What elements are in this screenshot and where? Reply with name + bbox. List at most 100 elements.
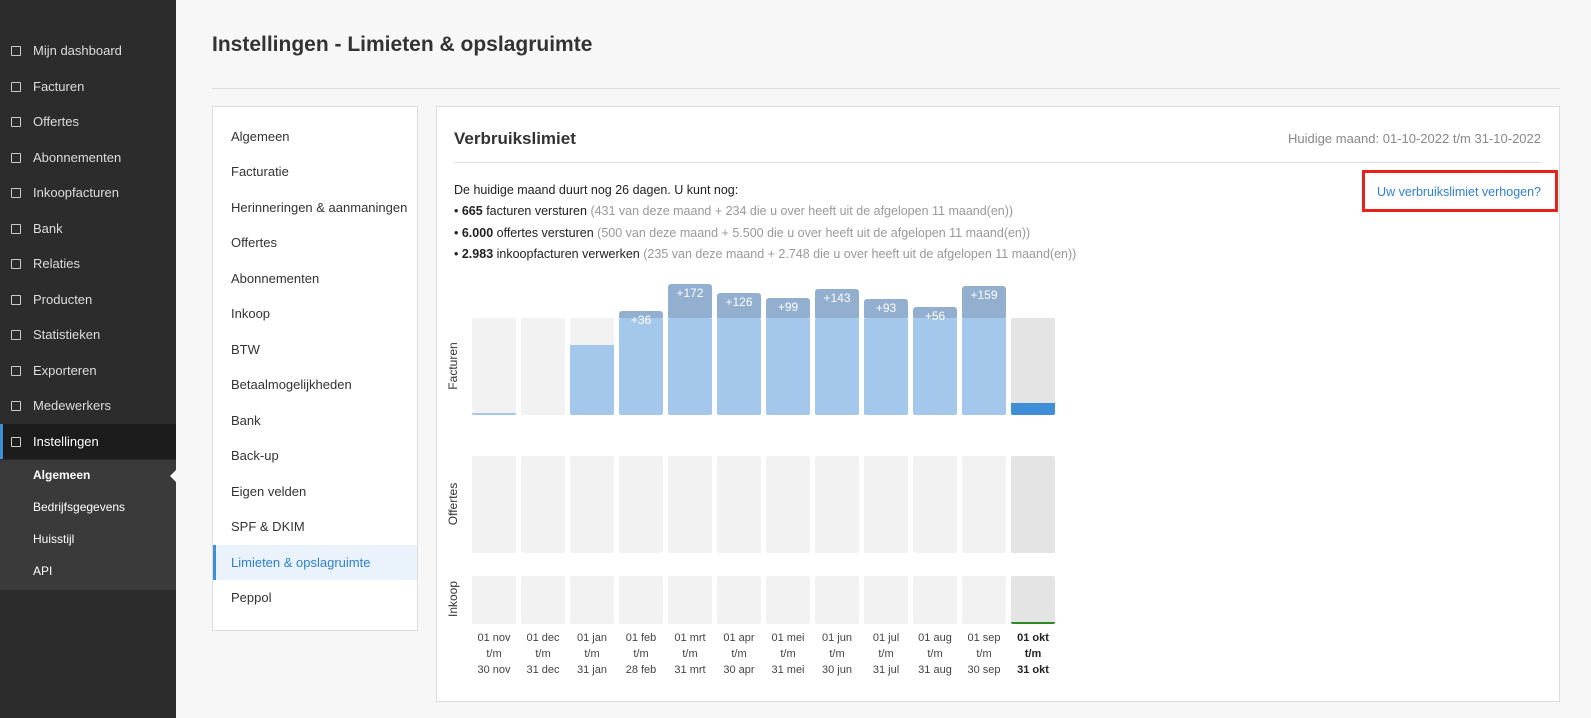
icon: [11, 365, 21, 376]
label: Algemeen: [231, 128, 290, 144]
sidebar-item[interactable]: Producten: [0, 282, 176, 317]
bar-track: [913, 456, 957, 553]
label: Bank: [231, 412, 261, 428]
menu-item[interactable]: Herinneringen & aanmaningen: [213, 190, 417, 225]
submenu-item[interactable]: Algemeen: [33, 468, 91, 482]
bar-track: [1011, 456, 1055, 553]
sidebar-item[interactable]: Medewerkers: [0, 388, 176, 423]
sidebar-item[interactable]: Exporteren: [0, 353, 176, 388]
submenu: [0, 460, 176, 590]
column-label: 01 nov: [477, 632, 511, 644]
sidebar-item[interactable]: Relaties: [0, 246, 176, 281]
column-label: 28 feb: [625, 664, 657, 676]
bar-track: [766, 576, 810, 624]
icon: [11, 46, 21, 56]
menu-item[interactable]: Peppol: [213, 580, 417, 615]
label: Offertes: [33, 114, 80, 129]
label: Peppol: [231, 590, 272, 605]
icon: [11, 81, 21, 92]
icon: [11, 401, 21, 411]
count: 665: [461, 204, 483, 218]
note: (235 van deze maand + 2.748 die u over h…: [643, 247, 1077, 261]
divider: [212, 88, 1560, 89]
column-label: 31 jan: [577, 664, 607, 676]
label: Limieten & opslagruimte: [231, 554, 371, 570]
bar-track: [962, 576, 1006, 624]
sidebar-item[interactable]: Mijn dashboard: [0, 33, 176, 68]
bar-track: [815, 576, 859, 624]
row-label: Inkoop: [446, 580, 460, 618]
menu-item[interactable]: Bank: [213, 403, 417, 438]
bar: [815, 318, 859, 415]
overflow-bar: [717, 292, 761, 318]
label: Statistieken: [33, 327, 101, 342]
increase-limit-link[interactable]: Uw verbruikslimiet verhogen?: [1377, 185, 1541, 199]
bar: [766, 318, 810, 415]
text: inkoopfacturen verwerken: [496, 247, 640, 261]
bar: [913, 318, 957, 415]
menu-item[interactable]: Algemeen: [213, 119, 417, 154]
submenu-item[interactable]: Huisstijl: [33, 532, 75, 546]
bar-track: [1011, 318, 1055, 415]
bar-track: [570, 456, 614, 553]
icon: [11, 294, 21, 305]
overflow-bar: [766, 298, 810, 318]
submenu-item[interactable]: Bedrijfsgegevens: [33, 500, 126, 514]
sidebar-item[interactable]: Facturen: [0, 69, 176, 104]
menu-item[interactable]: Abonnementen: [213, 261, 417, 296]
overflow-bar: [815, 289, 859, 318]
bar-track: [815, 456, 859, 553]
column-label: t/m: [976, 648, 992, 660]
overflow-bar: [962, 286, 1006, 318]
sidebar-item[interactable]: Statistieken: [0, 317, 176, 352]
text: facturen versturen: [486, 204, 587, 218]
bar-track: [472, 576, 516, 624]
menu-item[interactable]: Offertes: [213, 225, 417, 260]
overflow-bar: [864, 299, 908, 318]
label: Eigen velden: [231, 483, 307, 499]
icon: [11, 223, 21, 234]
bar-track: [766, 318, 810, 415]
menu-item[interactable]: Inkoop: [213, 296, 417, 331]
bar-track: [815, 318, 859, 415]
menu-item[interactable]: Facturatie: [213, 154, 417, 189]
usage-line: • 6.000 offertes versturen (500 van deze…: [454, 225, 1031, 240]
overflow-label: +159: [970, 288, 998, 303]
count: 6.000: [461, 225, 494, 240]
menu-item[interactable]: Back-up: [213, 438, 417, 473]
label: Instellingen: [33, 433, 99, 449]
sidebar-item[interactable]: Instellingen: [0, 423, 176, 459]
menu-item[interactable]: SPF & DKIM: [213, 509, 417, 544]
column-label: 01 dec: [526, 632, 560, 644]
overflow-bar: [619, 310, 663, 318]
column-label: t/m: [731, 648, 747, 660]
sidebar-item[interactable]: Abonnementen: [0, 140, 176, 175]
menu-item[interactable]: BTW: [213, 332, 417, 367]
label: Mijn dashboard: [33, 43, 122, 58]
note: (500 van deze maand + 5.500 die u over h…: [597, 225, 1031, 240]
label: Offertes: [231, 235, 278, 250]
overflow-label: +172: [676, 285, 704, 300]
menu-item[interactable]: Limieten & opslagruimte: [213, 544, 417, 580]
submenu-item[interactable]: API: [33, 564, 53, 578]
column-label: 31 mrt: [674, 664, 706, 676]
bar: [717, 318, 761, 415]
column-label: 01 jan: [577, 632, 607, 644]
column-label: t/m: [633, 648, 649, 660]
bar-track: [521, 456, 565, 553]
highlight-box: Uw verbruikslimiet verhogen?: [1362, 170, 1558, 212]
bar-track: [962, 456, 1006, 553]
label: Relaties: [33, 256, 80, 271]
bar-track: [668, 456, 712, 553]
menu-item[interactable]: Betaalmogelijkheden: [213, 367, 417, 402]
menu-item[interactable]: Eigen velden: [213, 474, 417, 509]
sidebar-item[interactable]: Offertes: [0, 104, 176, 139]
bar-track: [619, 318, 663, 415]
sidebar-item[interactable]: Inkoopfacturen: [0, 175, 176, 210]
sidebar-item[interactable]: Bank: [0, 211, 176, 246]
bar-track: [472, 318, 516, 415]
overflow-bar: [913, 306, 957, 318]
bar-track: [717, 576, 761, 624]
bar-track: [962, 318, 1006, 415]
